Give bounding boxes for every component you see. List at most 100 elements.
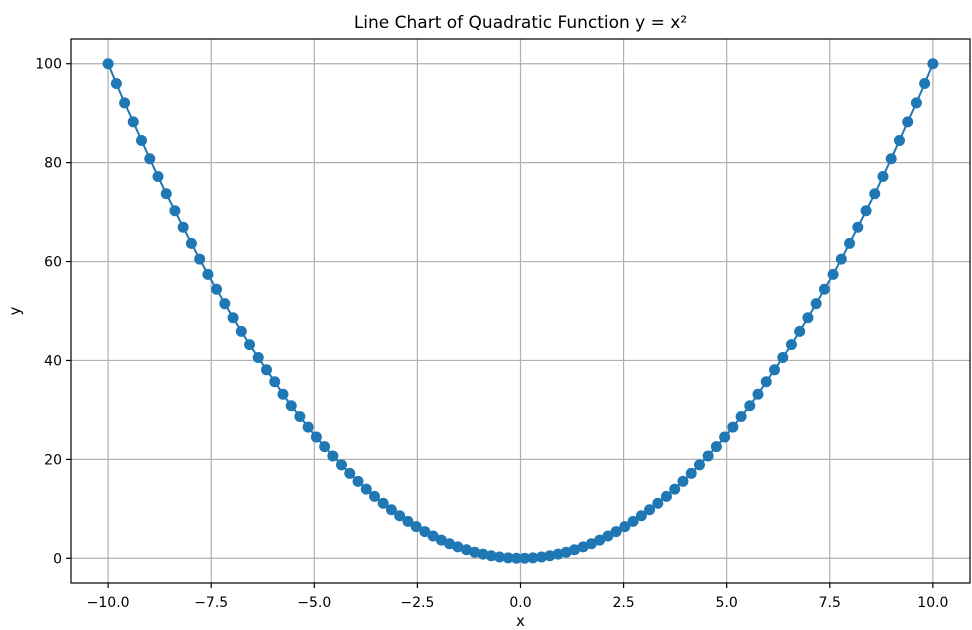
data-point — [119, 97, 131, 109]
data-point — [727, 421, 739, 433]
data-point — [810, 298, 822, 310]
data-point — [910, 97, 922, 109]
x-tick-label: 10.0 — [917, 595, 948, 611]
data-point — [177, 221, 189, 233]
data-point — [227, 312, 239, 324]
data-point — [635, 510, 647, 522]
data-point — [419, 526, 431, 538]
data-point — [669, 483, 681, 495]
data-point — [502, 552, 514, 564]
data-point — [244, 339, 256, 351]
data-point — [202, 268, 214, 280]
data-point — [327, 450, 339, 462]
data-point — [585, 538, 597, 550]
data-point — [885, 153, 897, 165]
data-point — [127, 116, 139, 128]
x-tick-label: −10.0 — [87, 595, 130, 611]
data-point — [702, 450, 714, 462]
data-point — [160, 188, 172, 200]
data-point — [444, 538, 456, 550]
data-point — [693, 459, 705, 471]
data-point — [302, 421, 314, 433]
x-tick-label: 5.0 — [716, 595, 738, 611]
data-point — [610, 526, 622, 538]
data-point — [427, 530, 439, 542]
x-tick-label: 7.5 — [819, 595, 841, 611]
data-point — [719, 431, 731, 443]
chart-title: Line Chart of Quadratic Function y = x² — [354, 13, 687, 33]
data-point — [627, 515, 639, 527]
data-point — [510, 552, 522, 564]
data-point — [802, 312, 814, 324]
data-point — [536, 551, 548, 563]
data-point — [211, 283, 223, 295]
data-point — [527, 552, 539, 564]
data-point — [644, 504, 656, 516]
data-point — [194, 253, 206, 265]
data-point — [410, 521, 422, 533]
x-tick-label: −2.5 — [400, 595, 434, 611]
data-point — [919, 78, 931, 90]
y-tick-label: 80 — [44, 156, 62, 172]
x-tick-label: 2.5 — [612, 595, 634, 611]
x-tick-label: 0.0 — [509, 595, 531, 611]
ticks: −10.0 −7.5 −5.0 −2.5 0.0 2.5 5.0 7.5 10.0 0 20 40 60… — [35, 57, 948, 611]
data-point — [519, 552, 531, 564]
data-point — [927, 58, 939, 70]
grid — [71, 39, 970, 583]
data-point — [577, 541, 589, 553]
data-point — [594, 534, 606, 546]
data-point — [818, 283, 830, 295]
data-point — [469, 546, 481, 558]
data-point — [752, 388, 764, 400]
data-point — [360, 483, 372, 495]
data-point — [285, 400, 297, 412]
data-point — [902, 116, 914, 128]
data-point — [277, 388, 289, 400]
series-layer — [102, 58, 939, 564]
y-tick-label: 60 — [44, 255, 62, 271]
data-point — [452, 541, 464, 553]
data-point — [660, 490, 672, 502]
data-point — [869, 188, 881, 200]
data-point — [169, 205, 181, 217]
data-point — [460, 544, 472, 556]
y-tick-label: 20 — [44, 452, 62, 468]
data-point — [485, 550, 497, 562]
data-point — [144, 153, 156, 165]
data-point — [544, 550, 556, 562]
data-point — [352, 475, 364, 487]
y-tick-label: 40 — [44, 353, 62, 369]
y-tick-label: 100 — [35, 57, 62, 73]
data-point — [860, 205, 872, 217]
data-point — [852, 221, 864, 233]
data-point — [493, 551, 505, 563]
data-point — [769, 364, 781, 376]
data-point — [110, 78, 122, 90]
data-point — [844, 237, 856, 249]
data-point — [435, 534, 447, 546]
data-point — [294, 411, 306, 423]
data-point — [310, 431, 322, 443]
data-point — [560, 546, 572, 558]
data-point — [794, 325, 806, 337]
data-point — [385, 504, 397, 516]
data-point — [152, 170, 164, 182]
data-point — [369, 490, 381, 502]
data-point — [760, 376, 772, 388]
data-point — [260, 364, 272, 376]
data-point — [377, 497, 389, 509]
data-point — [394, 510, 406, 522]
data-point — [785, 339, 797, 351]
data-point — [602, 530, 614, 542]
data-point — [235, 325, 247, 337]
x-tick-label: −7.5 — [194, 595, 228, 611]
y-axis-label: y — [6, 306, 24, 315]
data-point — [344, 467, 356, 479]
data-point — [877, 170, 889, 182]
data-point — [827, 268, 839, 280]
data-point — [735, 411, 747, 423]
x-tick-label: −5.0 — [297, 595, 331, 611]
